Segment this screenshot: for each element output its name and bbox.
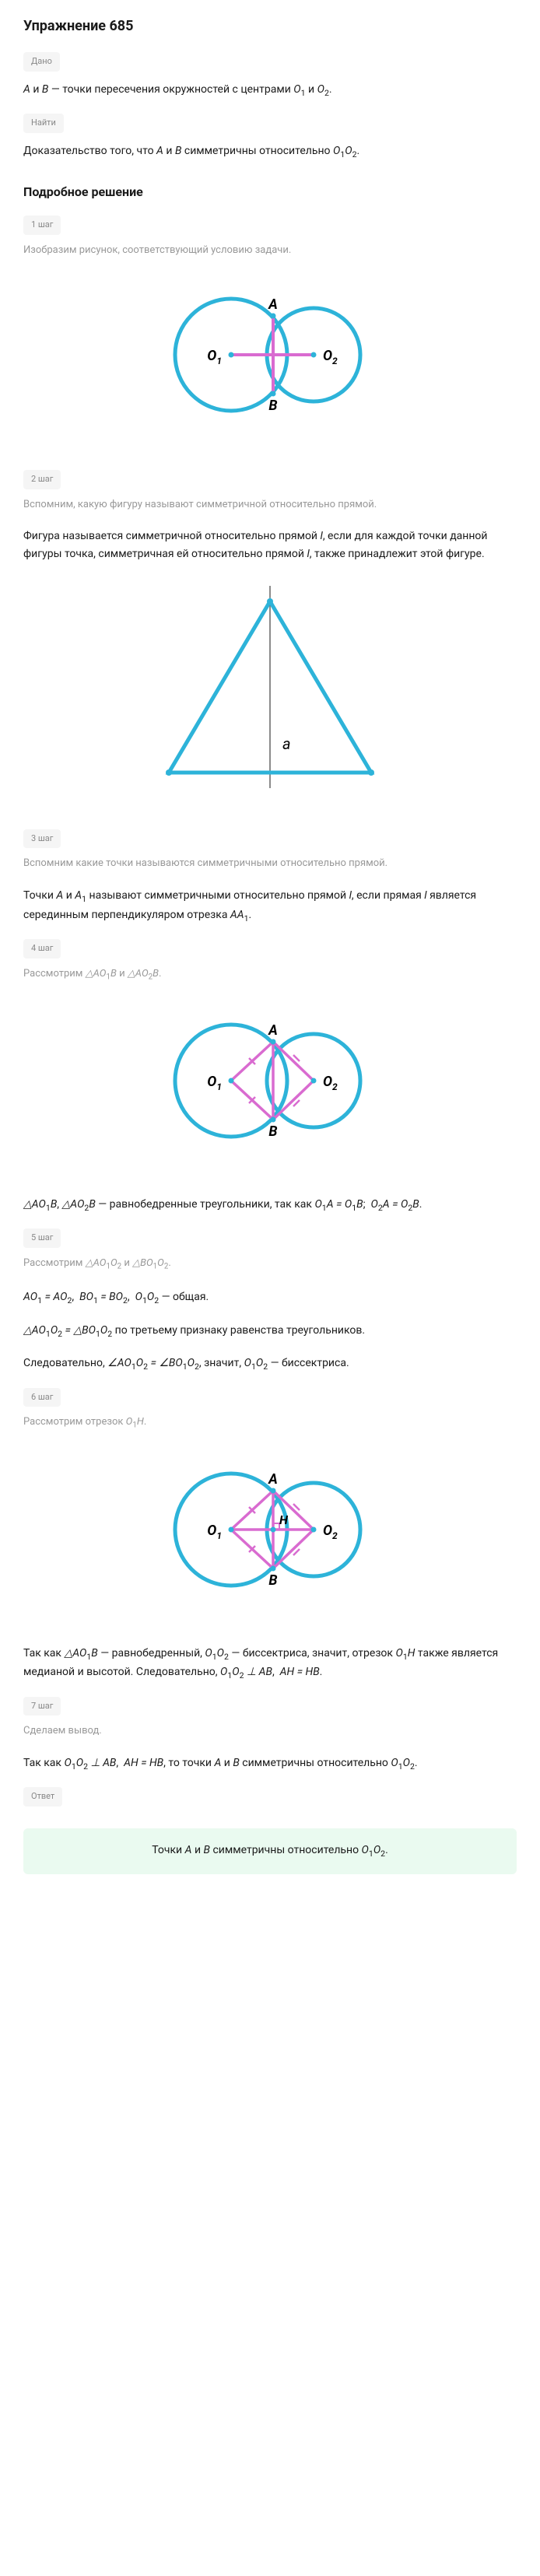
- step5-line2: △AO1O2 = △BO1O2 по третьему признаку рав…: [23, 1322, 517, 1341]
- diagram-2: a: [23, 578, 517, 801]
- step-desc-6: Рассмотрим отрезок O1H.: [23, 1414, 517, 1432]
- step-desc-7: Сделаем вывод.: [23, 1723, 517, 1739]
- step-badge-3: 3 шаг: [23, 829, 61, 849]
- svg-text:A: A: [268, 1022, 278, 1039]
- find-text: Доказательство того, что A и B симметрич…: [23, 142, 517, 162]
- given-label: Дано: [23, 52, 60, 72]
- diagram-1: A B O1 O2: [23, 273, 517, 442]
- step-desc-2: Вспомним, какую фигуру называют симметри…: [23, 497, 517, 513]
- step-badge-6: 6 шаг: [23, 1388, 61, 1407]
- svg-text:A: A: [268, 296, 278, 313]
- step5-line3: Следовательно, ∠AO1O2 = ∠BO1O2, значит, …: [23, 1355, 517, 1374]
- step-desc-5: Рассмотрим △AO1O2 и △BO1O2.: [23, 1256, 517, 1273]
- step-desc-3: Вспомним какие точки называются симметри…: [23, 856, 517, 871]
- answer-label: Ответ: [23, 1787, 62, 1807]
- step4-caption: △AO1B, △AO2B — равнобедренные треугольни…: [23, 1196, 517, 1215]
- svg-text:a: a: [282, 734, 291, 753]
- step-body-2: Фигура называется симметричной относител…: [23, 527, 517, 563]
- diagram-3: A B O1 O2: [23, 999, 517, 1168]
- svg-text:H: H: [279, 1512, 289, 1527]
- svg-text:O1: O1: [207, 1523, 222, 1541]
- svg-text:O2: O2: [323, 1523, 338, 1541]
- svg-text:O1: O1: [207, 1074, 222, 1092]
- step-badge-1: 1 шаг: [23, 216, 61, 235]
- step-badge-2: 2 шаг: [23, 470, 61, 489]
- svg-text:B: B: [268, 1123, 277, 1140]
- svg-text:O1: O1: [207, 348, 222, 366]
- diagram-4: A B H O1 O2: [23, 1448, 517, 1617]
- svg-text:O2: O2: [323, 348, 338, 366]
- svg-text:O2: O2: [323, 1074, 338, 1092]
- svg-text:B: B: [268, 1572, 277, 1589]
- step-body-3: Точки A и A1 называют симметричными отно…: [23, 887, 517, 925]
- step5-line1: AO1 = AO2, BO1 = BO2, O1O2 — общая.: [23, 1288, 517, 1308]
- step-badge-5: 5 шаг: [23, 1228, 61, 1248]
- step-desc-1: Изобразим рисунок, соответствующий услов…: [23, 243, 517, 258]
- answer-box: Точки A и B симметричны относительно O1O…: [23, 1828, 517, 1874]
- step-badge-7: 7 шаг: [23, 1697, 61, 1716]
- solution-title: Подробное решение: [23, 183, 517, 202]
- svg-text:A: A: [268, 1471, 278, 1488]
- step6-caption: Так как △AO1B — равнобедренный, O1O2 — б…: [23, 1645, 517, 1683]
- svg-text:B: B: [268, 398, 277, 414]
- find-label: Найти: [23, 114, 64, 133]
- step-body-7: Так как O1O2 ⊥ AB, AH = HB, то точки A и…: [23, 1754, 517, 1774]
- exercise-title: Упражнение 685: [23, 16, 517, 37]
- given-text: A и B — точки пересечения окружностей с …: [23, 81, 517, 100]
- step-badge-4: 4 шаг: [23, 939, 61, 959]
- step-desc-4: Рассмотрим △AO1B и △AO2B.: [23, 966, 517, 983]
